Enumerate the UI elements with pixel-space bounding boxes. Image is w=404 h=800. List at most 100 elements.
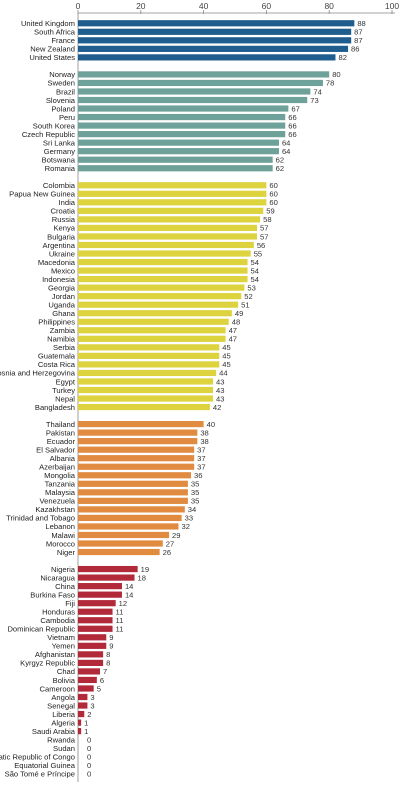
category-label: Mongolia	[44, 471, 76, 480]
data-label: 56	[257, 241, 265, 250]
data-label: 8	[106, 659, 110, 668]
data-label: 47	[229, 335, 237, 344]
category-label: Ecuador	[47, 437, 76, 446]
bar	[78, 506, 185, 513]
data-label: 0	[87, 744, 91, 753]
data-label: 80	[332, 70, 340, 79]
data-label: 38	[200, 428, 208, 437]
category-label: Angola	[51, 693, 75, 702]
bar	[78, 113, 286, 121]
data-label: 32	[181, 522, 189, 531]
data-label: 60	[269, 198, 277, 207]
category-label: Egypt	[56, 377, 76, 386]
category-label: Cameroon	[40, 684, 75, 693]
bar	[78, 284, 245, 291]
bar	[78, 293, 242, 300]
bar	[78, 565, 138, 573]
bar	[78, 190, 267, 197]
data-label: 57	[260, 224, 268, 233]
bar	[78, 182, 267, 189]
category-label: United States	[29, 53, 75, 62]
bar	[78, 361, 220, 368]
category-label: South Africa	[34, 28, 76, 37]
bar	[78, 199, 267, 206]
data-label: 67	[291, 104, 299, 113]
bar	[78, 276, 248, 283]
category-label: Algeria	[51, 718, 75, 727]
category-label: Kenya	[53, 224, 75, 233]
bar	[78, 420, 204, 428]
bar	[78, 139, 279, 146]
category-label: Ukraine	[49, 249, 75, 258]
category-label: Serbia	[53, 343, 76, 352]
data-label: 12	[119, 599, 127, 608]
bar	[78, 617, 113, 624]
category-label: Bangladesh	[35, 403, 75, 412]
data-label: 8	[106, 650, 110, 659]
bar	[78, 28, 352, 35]
category-label: Georgia	[48, 283, 76, 292]
bar	[78, 54, 336, 61]
data-label: 54	[251, 275, 259, 284]
data-label: 60	[269, 181, 277, 190]
data-label: 11	[116, 608, 124, 617]
bar	[78, 258, 248, 266]
category-label: Tanzania	[45, 480, 76, 489]
category-label: Morocco	[46, 539, 75, 548]
category-label: Nigeria	[51, 565, 76, 574]
bar	[78, 131, 286, 138]
data-label: 35	[191, 488, 199, 497]
category-label: Papua New Guinea	[9, 190, 76, 199]
bar	[78, 548, 160, 556]
bar	[78, 600, 116, 607]
category-label: Colombia	[43, 181, 76, 190]
category-label: Uganda	[48, 300, 75, 309]
data-label: 87	[354, 36, 362, 45]
category-label: Sudan	[53, 744, 75, 753]
category-label: Sri Lanka	[43, 138, 76, 147]
data-label: 62	[276, 164, 284, 173]
x-tick-label: 20	[136, 1, 146, 11]
category-label: Democratic Republic of Congo	[0, 753, 75, 762]
data-label: 55	[254, 249, 262, 258]
data-label: 44	[219, 369, 227, 378]
data-label: 54	[251, 258, 259, 267]
bar	[78, 710, 85, 718]
data-label: 42	[213, 403, 221, 412]
data-label: 37	[197, 445, 205, 454]
bar	[78, 472, 192, 479]
data-label: 40	[207, 420, 215, 429]
bar	[78, 531, 170, 539]
data-label: 0	[87, 770, 91, 779]
data-label: 36	[194, 471, 202, 480]
data-label: 1	[84, 718, 88, 727]
x-tick-label: 60	[262, 1, 272, 11]
bar	[78, 523, 179, 530]
bar	[78, 497, 188, 504]
data-label: 33	[185, 514, 193, 523]
category-label: Thailand	[46, 420, 75, 429]
data-label: 9	[109, 642, 113, 651]
bar	[78, 728, 82, 735]
data-label: 51	[241, 300, 249, 309]
category-label: Fiji	[65, 599, 75, 608]
data-label: 45	[222, 343, 230, 352]
bar	[78, 438, 198, 445]
bar	[78, 241, 254, 249]
category-label: Senegal	[47, 701, 75, 710]
data-label: 9	[109, 633, 113, 642]
category-label: São Tomé e Príncipe	[5, 770, 75, 779]
data-label: 43	[216, 394, 224, 403]
data-label: 60	[269, 190, 277, 199]
category-label: Honduras	[42, 608, 75, 617]
bar	[78, 386, 214, 394]
bar	[78, 395, 214, 402]
data-label: 11	[116, 616, 124, 625]
bar	[78, 352, 220, 359]
bar	[78, 591, 122, 598]
data-label: 0	[87, 761, 91, 770]
bar	[78, 96, 308, 104]
category-label: France	[51, 36, 75, 45]
category-label: Philippines	[38, 318, 75, 327]
